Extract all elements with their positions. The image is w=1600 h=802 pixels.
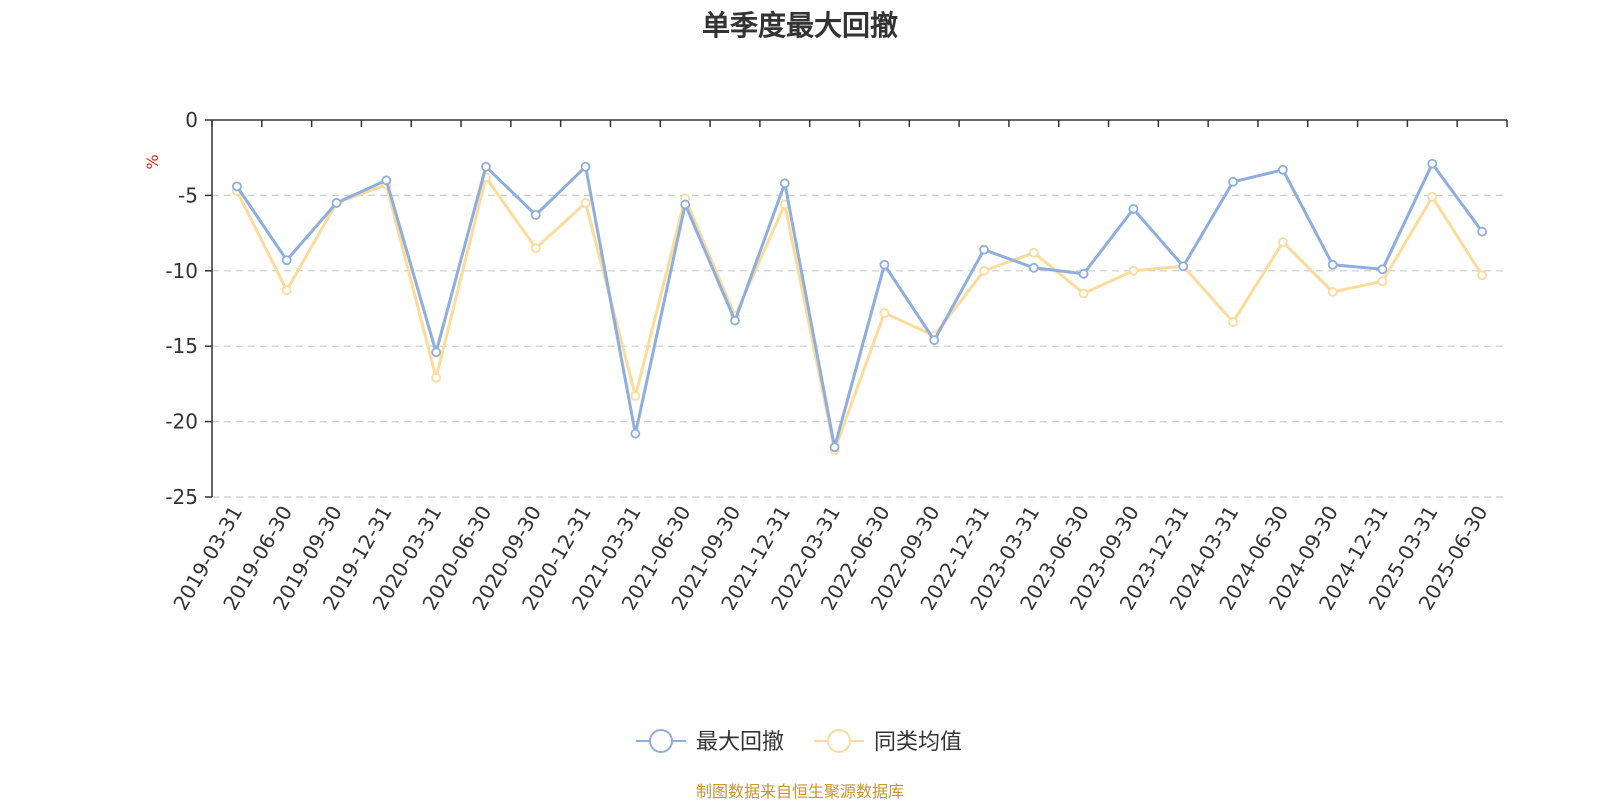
- data-point: [630, 428, 641, 439]
- y-tick-label: 0: [185, 108, 198, 132]
- data-point: [979, 244, 989, 255]
- data-point: [630, 391, 641, 401]
- data-point: [1028, 262, 1039, 273]
- data-point: [1427, 158, 1438, 169]
- data-point: [431, 347, 442, 358]
- legend-swatch-marker: [827, 729, 851, 753]
- data-point: [1477, 270, 1487, 281]
- data-point: [530, 243, 541, 254]
- data-point: [281, 255, 292, 266]
- data-point: [232, 181, 242, 192]
- series-line: [235, 175, 1484, 452]
- data-point: [281, 285, 292, 296]
- data-point: [381, 175, 392, 186]
- y-tick-label: -20: [165, 410, 198, 434]
- data-point: [779, 178, 790, 189]
- data-point: [431, 372, 442, 383]
- data-point: [1178, 261, 1189, 272]
- data-point: [1327, 259, 1338, 270]
- data-point: [1427, 192, 1438, 202]
- data-point: [879, 308, 890, 318]
- chart-title: 单季度最大回撤: [701, 9, 898, 42]
- data-point: [1078, 288, 1089, 299]
- legend-label: 最大回撤: [696, 730, 784, 755]
- data-point: [481, 161, 491, 172]
- data-point: [1327, 287, 1338, 297]
- data-point: [331, 198, 342, 208]
- data-point: [1128, 204, 1139, 214]
- legend-label: 同类均值: [874, 730, 962, 755]
- data-point: [1228, 317, 1238, 327]
- data-point: [879, 259, 890, 270]
- data-point: [1477, 226, 1487, 237]
- y-tick-label: -5: [178, 183, 198, 207]
- data-point: [530, 210, 541, 220]
- data-point: [929, 335, 940, 346]
- y-tick-label: -10: [165, 259, 198, 283]
- y-axis-label: %: [143, 154, 162, 169]
- data-point: [1078, 268, 1089, 279]
- y-tick-label: -15: [165, 334, 198, 358]
- data-point: [1128, 265, 1139, 276]
- data-point: [1228, 176, 1238, 187]
- data-point: [1277, 237, 1288, 248]
- data-point: [979, 265, 989, 276]
- data-point: [580, 198, 591, 208]
- series-line: [235, 162, 1484, 449]
- source-note: 制图数据来自恒生聚源数据库: [695, 782, 904, 801]
- data-point: [1028, 247, 1039, 258]
- data-point: [829, 442, 840, 453]
- data-point: [1377, 264, 1388, 275]
- data-point: [730, 315, 740, 326]
- y-tick-label: -25: [165, 485, 198, 509]
- data-point: [1377, 276, 1388, 287]
- legend-swatch-marker: [649, 729, 673, 753]
- data-point: [680, 199, 691, 210]
- data-point: [580, 161, 591, 172]
- data-point: [1277, 164, 1288, 175]
